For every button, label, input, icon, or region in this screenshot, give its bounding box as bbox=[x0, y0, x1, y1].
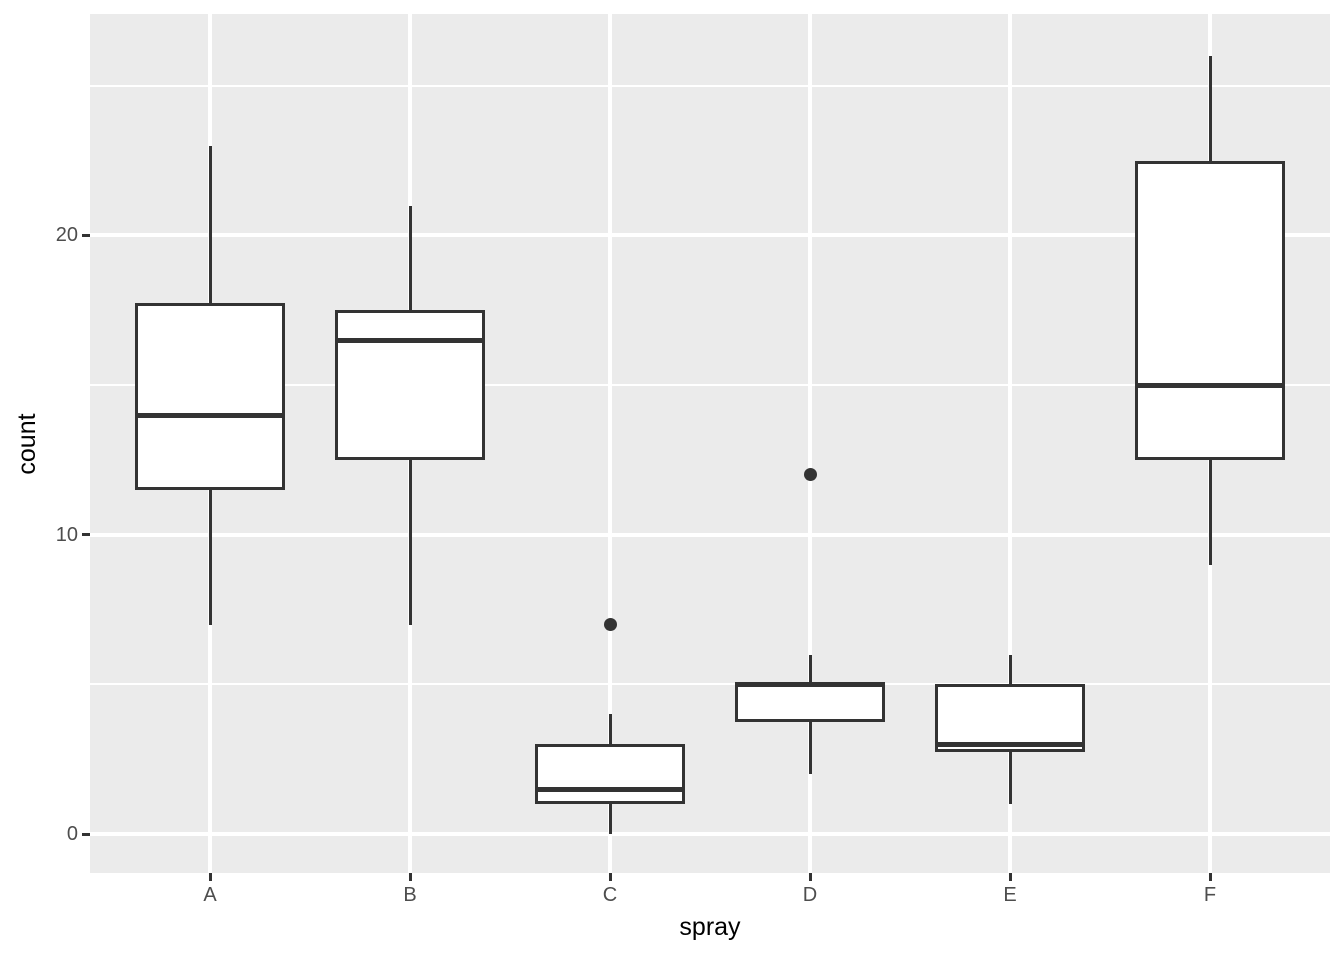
boxplot-box-D bbox=[735, 684, 885, 722]
outlier-point bbox=[803, 468, 817, 482]
boxplot-box-A bbox=[135, 302, 285, 490]
median-line bbox=[335, 337, 485, 343]
y-major-gridline bbox=[90, 233, 1330, 238]
lower-whisker bbox=[608, 804, 612, 835]
x-tick-mark bbox=[608, 873, 612, 881]
upper-whisker bbox=[808, 654, 812, 685]
x-major-gridline bbox=[608, 14, 612, 873]
lower-whisker bbox=[408, 459, 412, 625]
median-line bbox=[1135, 382, 1285, 388]
lower-whisker bbox=[208, 489, 212, 625]
y-major-gridline bbox=[90, 532, 1330, 537]
lower-whisker bbox=[1008, 751, 1012, 805]
upper-whisker bbox=[1208, 55, 1212, 161]
outlier-point bbox=[603, 618, 617, 632]
boxplot-box-F bbox=[1135, 160, 1285, 460]
upper-whisker bbox=[608, 714, 612, 745]
y-minor-gridline bbox=[90, 84, 1330, 87]
x-tick-label: C bbox=[602, 884, 618, 906]
x-tick-mark bbox=[408, 873, 412, 881]
plot-panel bbox=[90, 14, 1330, 873]
x-tick-label: A bbox=[203, 884, 217, 906]
median-line bbox=[135, 412, 285, 418]
x-tick-label: D bbox=[802, 884, 818, 906]
y-tick-label: 20 bbox=[55, 224, 78, 247]
boxplot-box-C bbox=[535, 744, 685, 805]
boxplot-box-B bbox=[335, 310, 485, 460]
y-tick-mark bbox=[82, 832, 90, 836]
x-tick-mark bbox=[1008, 873, 1012, 881]
y-minor-gridline bbox=[90, 683, 1330, 686]
upper-whisker bbox=[1008, 654, 1012, 685]
upper-whisker bbox=[408, 205, 412, 311]
y-axis-title: count bbox=[13, 412, 41, 475]
y-major-gridline bbox=[90, 832, 1330, 837]
x-major-gridline bbox=[1008, 14, 1012, 873]
x-tick-mark bbox=[208, 873, 212, 881]
lower-whisker bbox=[808, 721, 812, 775]
boxplot-box-E bbox=[935, 684, 1085, 752]
median-line bbox=[535, 786, 685, 792]
x-major-gridline bbox=[808, 14, 812, 873]
lower-whisker bbox=[1208, 459, 1212, 565]
x-tick-mark bbox=[808, 873, 812, 881]
y-tick-mark bbox=[82, 233, 90, 237]
upper-whisker bbox=[208, 145, 212, 303]
x-tick-label: E bbox=[1003, 884, 1017, 906]
median-line bbox=[935, 741, 1085, 747]
x-tick-label: B bbox=[403, 884, 417, 906]
y-minor-gridline bbox=[90, 384, 1330, 387]
y-tick-mark bbox=[82, 533, 90, 537]
y-tick-label: 10 bbox=[55, 523, 78, 546]
median-line bbox=[735, 681, 885, 687]
x-tick-label: F bbox=[1203, 884, 1217, 906]
x-tick-mark bbox=[1208, 873, 1212, 881]
x-axis-title: spray bbox=[679, 913, 741, 941]
y-tick-label: 0 bbox=[66, 823, 78, 846]
